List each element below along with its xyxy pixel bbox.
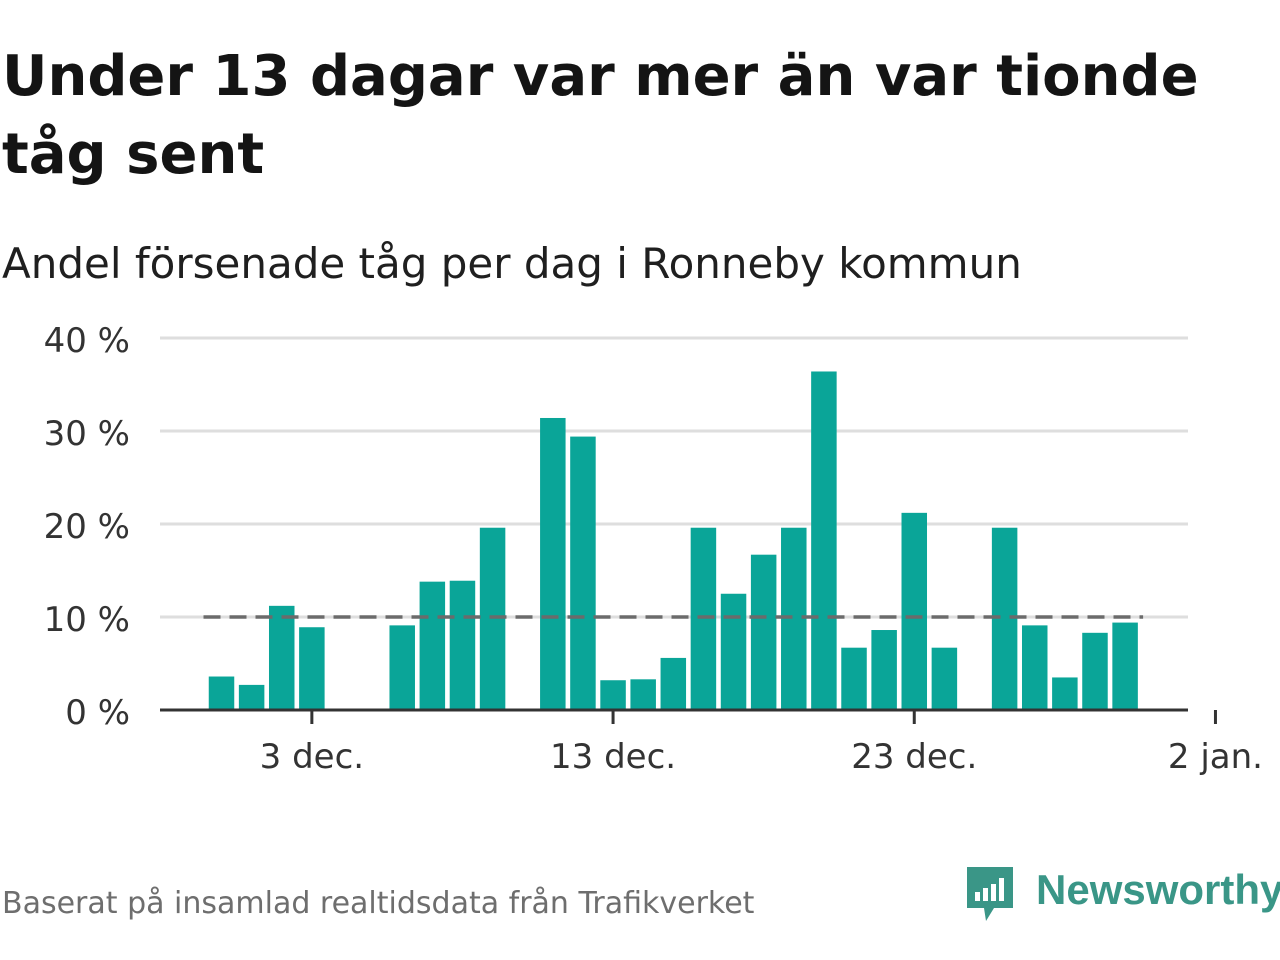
source-note: Baserat på insamlad realtidsdata från Tr… [2, 886, 755, 921]
bar [750, 554, 777, 710]
bar [570, 436, 596, 710]
chart-title: Under 13 dagar var mer än var tionde tåg… [2, 44, 1199, 187]
bar [690, 527, 717, 710]
bar [1082, 632, 1108, 710]
newsworthy-logo-text: Newsworthy [1036, 866, 1280, 913]
bar [660, 657, 687, 710]
x-tick-label: 2 jan. [1168, 737, 1263, 777]
bar [238, 684, 265, 710]
y-tick-label: 20 % [44, 507, 130, 547]
bar [449, 580, 476, 710]
bar [1112, 622, 1138, 710]
x-tick-label: 3 dec. [260, 737, 364, 777]
bar [841, 647, 867, 710]
bar [600, 680, 626, 710]
bar [208, 676, 235, 710]
y-tick-label: 40 % [44, 321, 130, 361]
bar [811, 371, 837, 710]
bar [1052, 677, 1078, 710]
y-tick-label: 30 % [44, 414, 130, 454]
y-tick-label: 0 % [65, 693, 130, 733]
bar [871, 630, 897, 710]
bar [419, 581, 446, 710]
bar-chart: 0 % 10 % 20 % 30 % 40 % 3 dec. 13 dec. 23 dec. 2… [44, 321, 1263, 777]
bar [901, 512, 928, 710]
bar [991, 527, 1018, 710]
chart-subtitle: Andel försenade tåg per dag i Ronneby ko… [2, 239, 1022, 288]
newsworthy-logo: Newsworthy [964, 864, 1280, 924]
bar [1021, 625, 1048, 710]
bar [781, 527, 807, 710]
bar [720, 593, 747, 710]
y-tick-label: 10 % [44, 600, 130, 640]
bar [389, 625, 415, 710]
newsworthy-logo-icon [967, 867, 1013, 921]
bar [931, 647, 958, 710]
bar [630, 679, 656, 710]
x-tick-label: 23 dec. [851, 737, 977, 777]
bar [268, 605, 295, 710]
bar [479, 527, 506, 710]
x-tick-label: 13 dec. [550, 737, 676, 777]
bar [540, 417, 566, 710]
bar [299, 627, 325, 710]
